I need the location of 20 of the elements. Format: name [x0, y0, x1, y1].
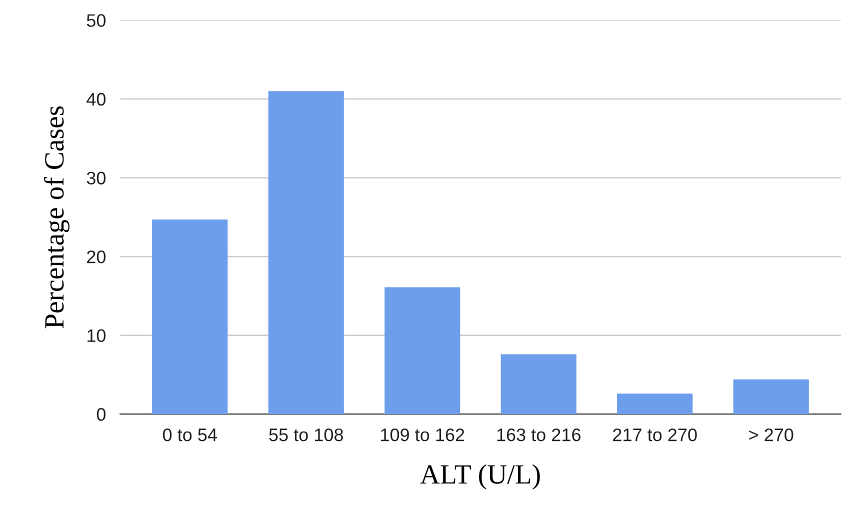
y-tick-label: 40	[86, 92, 106, 106]
bar	[733, 379, 809, 414]
bar	[384, 287, 460, 414]
bar	[617, 394, 693, 414]
y-tick-label: 0	[96, 408, 106, 421]
x-axis-title: ALT (U/L)	[420, 464, 540, 490]
x-tick-label: 0 to 54	[162, 428, 217, 442]
y-tick-label: 20	[87, 250, 106, 264]
x-tick-label: 109 to 162	[381, 428, 464, 442]
bar	[152, 220, 228, 414]
x-tick-label: 163 to 216	[497, 428, 580, 442]
x-tick-label: 217 to 270	[613, 428, 697, 442]
y-tick-label: 10	[88, 329, 106, 342]
bar	[500, 354, 576, 414]
bar	[268, 91, 344, 414]
y-axis-title: Percentage of Cases	[44, 106, 70, 328]
y-tick-label: 30	[86, 172, 106, 184]
x-tick-label: 55 to 108	[269, 428, 343, 442]
y-tick-label: 50	[86, 14, 106, 27]
x-tick-label: > 270	[749, 428, 794, 442]
